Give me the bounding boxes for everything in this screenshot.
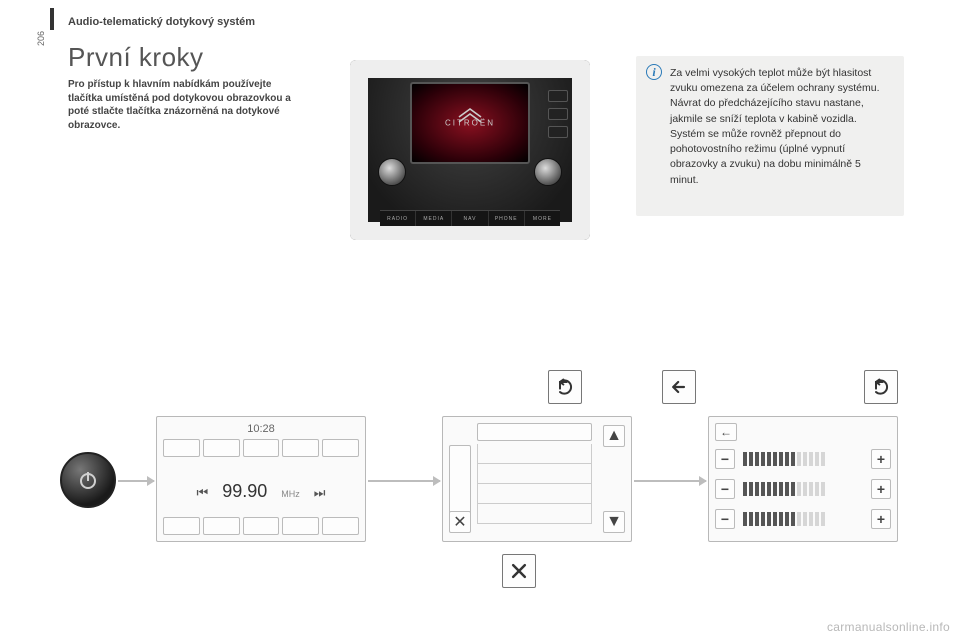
slider-track[interactable] [741, 449, 865, 469]
preset-button[interactable] [203, 517, 240, 535]
close-button[interactable]: ✕ [449, 511, 471, 533]
plus-button[interactable]: + [871, 479, 891, 499]
intro-text: Pro přístup k hlavním nabídkám používejt… [68, 78, 308, 132]
dashboard-screen: CITROËN [410, 82, 530, 164]
sliders: − + − + − + [715, 449, 891, 529]
page-title: První kroky [68, 42, 204, 73]
slider-row: − + [715, 509, 891, 529]
side-button [548, 108, 568, 120]
plus-button[interactable]: + [871, 509, 891, 529]
radio-panel: 10:28 ⏮ 99.90 MHz ⏭ [156, 416, 366, 542]
seek-prev-icon[interactable]: ⏮ [197, 485, 209, 501]
dashboard-tabs: RADIO MEDIA NAV PHONE MORE [380, 210, 560, 226]
clock-label: 10:28 [157, 423, 365, 435]
brand-label: CITROËN [445, 119, 495, 128]
power-button[interactable] [60, 452, 116, 508]
manual-page: Audio-telematický dotykový systém 206 Pr… [0, 0, 960, 640]
dash-tab: RADIO [380, 211, 416, 226]
scroll-down-button[interactable]: ▼ [603, 511, 625, 533]
dash-tab: PHONE [489, 211, 525, 226]
dash-tab: MEDIA [416, 211, 452, 226]
dash-tab: MORE [525, 211, 560, 226]
preset-button[interactable] [322, 517, 359, 535]
right-knob [534, 158, 562, 186]
frequency-unit: MHz [281, 489, 300, 499]
minus-button[interactable]: − [715, 509, 735, 529]
back-square[interactable] [548, 370, 582, 404]
flow-diagram: 10:28 ⏮ 99.90 MHz ⏭ [50, 388, 910, 608]
flow-arrow [368, 480, 440, 482]
flow-arrow [634, 480, 706, 482]
close-square[interactable] [502, 554, 536, 588]
frequency-row: ⏮ 99.90 MHz ⏭ [165, 481, 357, 502]
preset-button[interactable] [282, 517, 319, 535]
preset-row [163, 517, 359, 535]
watermark: carmanualsonline.info [827, 620, 950, 634]
list-item[interactable] [477, 484, 592, 504]
side-button [548, 90, 568, 102]
seek-next-icon[interactable]: ⏭ [314, 485, 326, 501]
slider-row: − + [715, 449, 891, 469]
margin-mark [50, 8, 54, 30]
preset-row [163, 439, 359, 457]
info-icon: i [646, 64, 662, 80]
preset-button[interactable] [282, 439, 319, 457]
frequency-value: 99.90 [222, 481, 267, 502]
preset-button[interactable] [243, 517, 280, 535]
scroll-up-button[interactable]: ▲ [603, 425, 625, 447]
minus-button[interactable]: − [715, 479, 735, 499]
preset-button[interactable] [163, 439, 200, 457]
dash-tab: NAV [452, 211, 488, 226]
preset-button[interactable] [163, 517, 200, 535]
list-header [477, 423, 592, 441]
section-header: Audio-telematický dotykový systém [68, 16, 255, 28]
left-arrow-square[interactable] [662, 370, 696, 404]
list-panel: ▲ ▼ ✕ [442, 416, 632, 542]
close-icon [509, 561, 529, 581]
return-icon [871, 377, 891, 397]
preset-button[interactable] [322, 439, 359, 457]
dashboard-photo: CITROËN RADIO MEDIA NAV PHONE MORE [350, 60, 590, 240]
back-square[interactable] [864, 370, 898, 404]
plus-button[interactable]: + [871, 449, 891, 469]
preset-button[interactable] [203, 439, 240, 457]
list-side-button[interactable] [449, 445, 471, 515]
slider-track[interactable] [741, 509, 865, 529]
back-arrow-button[interactable]: ← [715, 423, 737, 441]
slider-track[interactable] [741, 479, 865, 499]
slider-row: − + [715, 479, 891, 499]
power-icon [76, 468, 100, 492]
list-item[interactable] [477, 504, 592, 524]
slider-panel: ← − + − + − + [708, 416, 898, 542]
info-text: Za velmi vysokých teplot může být hlasit… [670, 66, 892, 188]
list-item[interactable] [477, 464, 592, 484]
flow-arrow [118, 480, 154, 482]
side-button [548, 126, 568, 138]
preset-button[interactable] [243, 439, 280, 457]
left-knob [378, 158, 406, 186]
list-area [477, 423, 592, 535]
return-icon [555, 377, 575, 397]
page-number: 206 [36, 31, 46, 46]
minus-button[interactable]: − [715, 449, 735, 469]
arrow-left-icon [669, 377, 689, 397]
list-item[interactable] [477, 444, 592, 464]
info-box: i Za velmi vysokých teplot může být hlas… [636, 56, 904, 216]
